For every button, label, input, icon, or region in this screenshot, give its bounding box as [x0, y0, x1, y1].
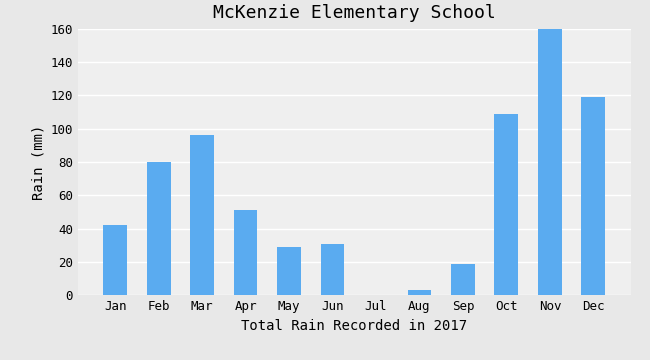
Bar [320, 244, 344, 295]
Bar [451, 264, 475, 295]
Bar [103, 225, 127, 295]
Bar [147, 162, 170, 295]
Bar [233, 210, 257, 295]
Bar [538, 29, 562, 295]
Bar [277, 247, 301, 295]
Bar [190, 135, 214, 295]
X-axis label: Total Rain Recorded in 2017: Total Rain Recorded in 2017 [241, 319, 467, 333]
Bar [582, 97, 605, 295]
Bar [495, 114, 519, 295]
Y-axis label: Rain (mm): Rain (mm) [31, 124, 45, 200]
Title: McKenzie Elementary School: McKenzie Elementary School [213, 4, 495, 22]
Bar [408, 290, 432, 295]
